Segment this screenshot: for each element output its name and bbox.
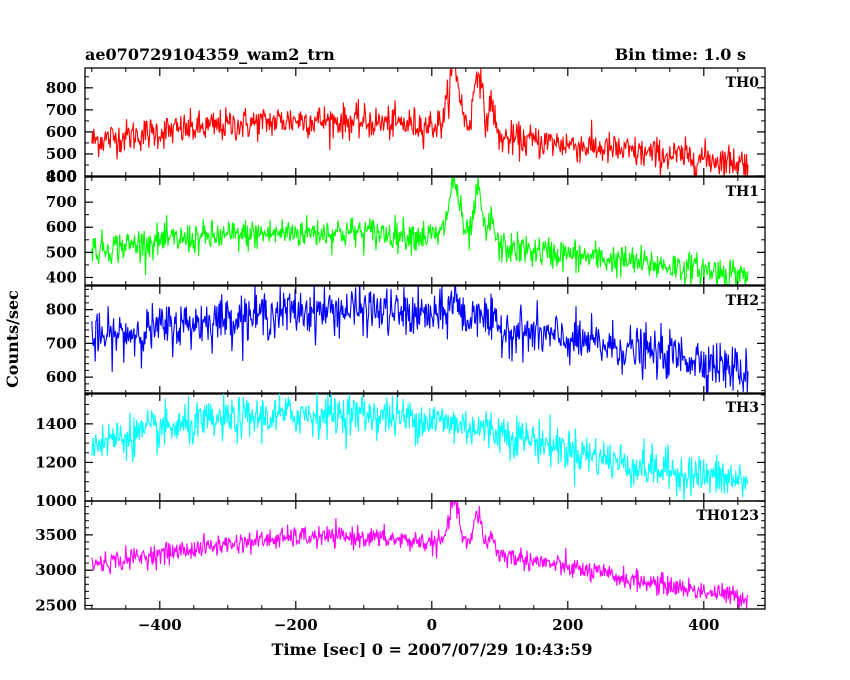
y-tick-label: 500 [46, 145, 77, 163]
panel-th0123: 2500 3000 3500 TH0123 −400 −200 0 200 400 [35, 500, 766, 634]
y-tick-label: 1000 [35, 492, 77, 510]
y-tick-label: 800 [46, 168, 77, 186]
y-tick-label: 700 [46, 193, 77, 211]
panel-frame [84, 392, 766, 502]
y-tick-label: 500 [46, 243, 77, 261]
series-line-th2 [91, 286, 749, 394]
panel-label: TH0123 [696, 508, 759, 524]
bin-time-label: Bin time: 1.0 s [615, 45, 746, 64]
y-tick-label: 700 [46, 334, 77, 352]
x-tick-label: 400 [688, 616, 719, 634]
series-line-th3 [91, 393, 749, 501]
series-line-th0123 [91, 501, 749, 609]
y-tick-label: 700 [46, 101, 77, 119]
y-tick-label: 600 [46, 368, 77, 386]
y-tick-label: 400 [46, 167, 77, 185]
y-tick-label: 800 [46, 301, 77, 319]
x-axis-label: Time [sec] 0 = 2007/07/29 10:43:59 [272, 640, 593, 659]
series-line-th1 [91, 177, 749, 285]
y-tick-label: 1200 [35, 453, 77, 471]
y-tick-label: 600 [46, 123, 77, 141]
series-line-th0 [91, 68, 749, 176]
x-tick-label: −400 [138, 616, 182, 634]
panel-frame [84, 176, 766, 286]
panel-th3: 1000 1200 1400 TH3 [35, 392, 766, 510]
panel-label: TH0 [726, 75, 760, 91]
panels-group: 400 500 600 700 800 TH0 400 500 600 700 800 TH1 600 7… [35, 67, 766, 634]
y-tick-label: 400 [46, 268, 77, 286]
panel-frame [84, 67, 766, 177]
x-tick-label: 0 [427, 616, 437, 634]
chart-title: ae070729104359_wam2_trn [85, 45, 335, 64]
x-tick-label: 200 [552, 616, 583, 634]
y-tick-label: 800 [46, 79, 77, 97]
y-tick-label: 600 [46, 218, 77, 236]
panel-th0: 400 500 600 700 800 TH0 [46, 67, 766, 185]
panel-frame [84, 500, 766, 610]
y-tick-label: 3000 [35, 561, 77, 579]
panel-frame [84, 285, 766, 395]
y-axis-label: Counts/sec [3, 290, 22, 388]
y-tick-label: 1400 [35, 415, 77, 433]
x-tick-label: −200 [274, 616, 318, 634]
y-tick-label: 2500 [35, 596, 77, 614]
panel-th1: 400 500 600 700 800 TH1 [46, 168, 766, 286]
panel-label: TH2 [726, 293, 759, 309]
panel-th2: 600 700 800 TH2 [46, 285, 766, 395]
panel-label: TH1 [726, 184, 759, 200]
y-tick-label: 3500 [35, 526, 77, 544]
panel-label: TH3 [726, 400, 759, 416]
